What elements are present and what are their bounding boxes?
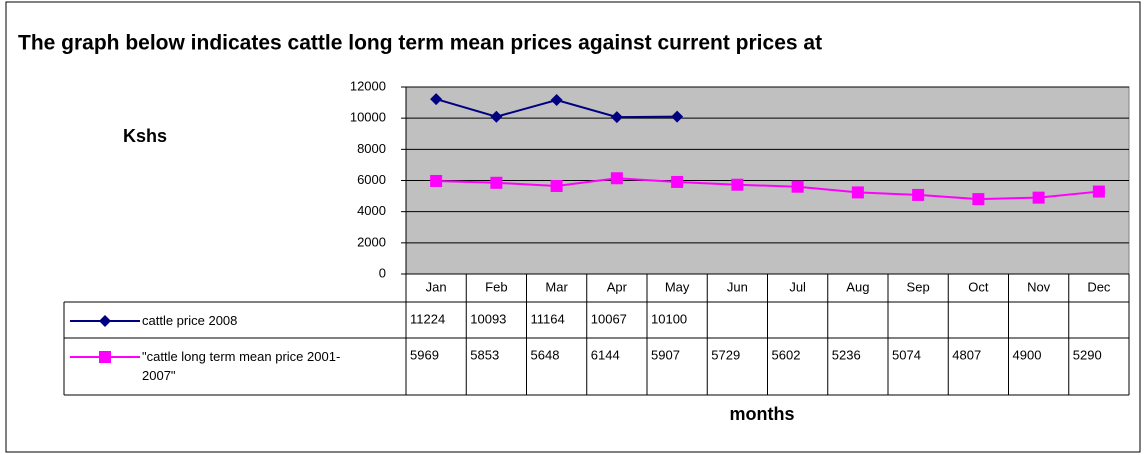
legend-label: cattle price 2008 [142, 313, 238, 328]
y-tick-label: 4000 [357, 203, 386, 218]
x-axis-label: months [730, 404, 795, 424]
table-value: 4900 [1013, 347, 1042, 362]
chart-title: The graph below indicates cattle long te… [18, 32, 822, 55]
y-tick-label: 2000 [357, 234, 386, 249]
y-tick-label: 6000 [357, 172, 386, 187]
table-value: 11164 [531, 311, 565, 326]
x-tick-label: Feb [485, 279, 507, 294]
legend-label: "cattle long term mean price 2001-2007" [142, 349, 341, 383]
series-line [436, 177, 1099, 201]
marker [490, 176, 503, 189]
x-tick-label: Mar [545, 279, 568, 294]
table-value: 4807 [952, 347, 981, 362]
x-tick-label: Jun [727, 279, 748, 294]
y-axis-label: Kshs [123, 126, 167, 146]
x-tick-label: May [665, 279, 690, 294]
y-tick-label: 8000 [357, 141, 386, 156]
marker [731, 178, 744, 191]
table-value: 10067 [591, 311, 627, 326]
x-tick-label: Aug [846, 279, 869, 294]
marker [671, 110, 684, 123]
legend-cell: cattle price 2008 [142, 313, 238, 328]
table-value: 5907 [651, 347, 680, 362]
table-value: 5602 [772, 347, 801, 362]
marker [912, 188, 925, 201]
table-value: 10100 [651, 311, 687, 326]
marker [791, 180, 804, 193]
y-tick-label: 0 [379, 265, 386, 280]
marker [610, 172, 623, 185]
marker [550, 94, 563, 107]
marker [550, 179, 563, 192]
marker [99, 315, 111, 327]
table-value: 11224 [410, 311, 445, 326]
marker [671, 175, 684, 188]
table-value: 5648 [531, 347, 560, 362]
x-tick-label: Jan [426, 279, 447, 294]
table-value: 6144 [591, 347, 620, 362]
x-tick-label: Jul [789, 279, 806, 294]
x-tick-label: Nov [1027, 279, 1051, 294]
marker [972, 193, 985, 206]
x-tick-label: Dec [1087, 279, 1111, 294]
x-tick-label: Sep [907, 279, 930, 294]
marker [490, 110, 503, 123]
x-tick-label: Oct [968, 279, 989, 294]
table-value: 5853 [470, 347, 499, 362]
marker [99, 351, 111, 363]
table-value: 5290 [1073, 347, 1102, 362]
table-value: 5969 [410, 347, 439, 362]
table-value: 5236 [832, 347, 861, 362]
marker [430, 174, 443, 187]
marker [1032, 191, 1045, 204]
table-value: 5729 [711, 347, 740, 362]
marker [610, 111, 623, 124]
marker [1092, 185, 1105, 198]
x-tick-label: Apr [607, 279, 628, 294]
table-value: 5074 [892, 347, 921, 362]
y-tick-label: 12000 [350, 78, 386, 93]
marker [851, 186, 864, 199]
table-value: 10093 [470, 311, 506, 326]
legend-cell: "cattle long term mean price 2001-2007" [142, 349, 341, 383]
marker [430, 93, 443, 106]
y-tick-label: 10000 [350, 110, 386, 125]
